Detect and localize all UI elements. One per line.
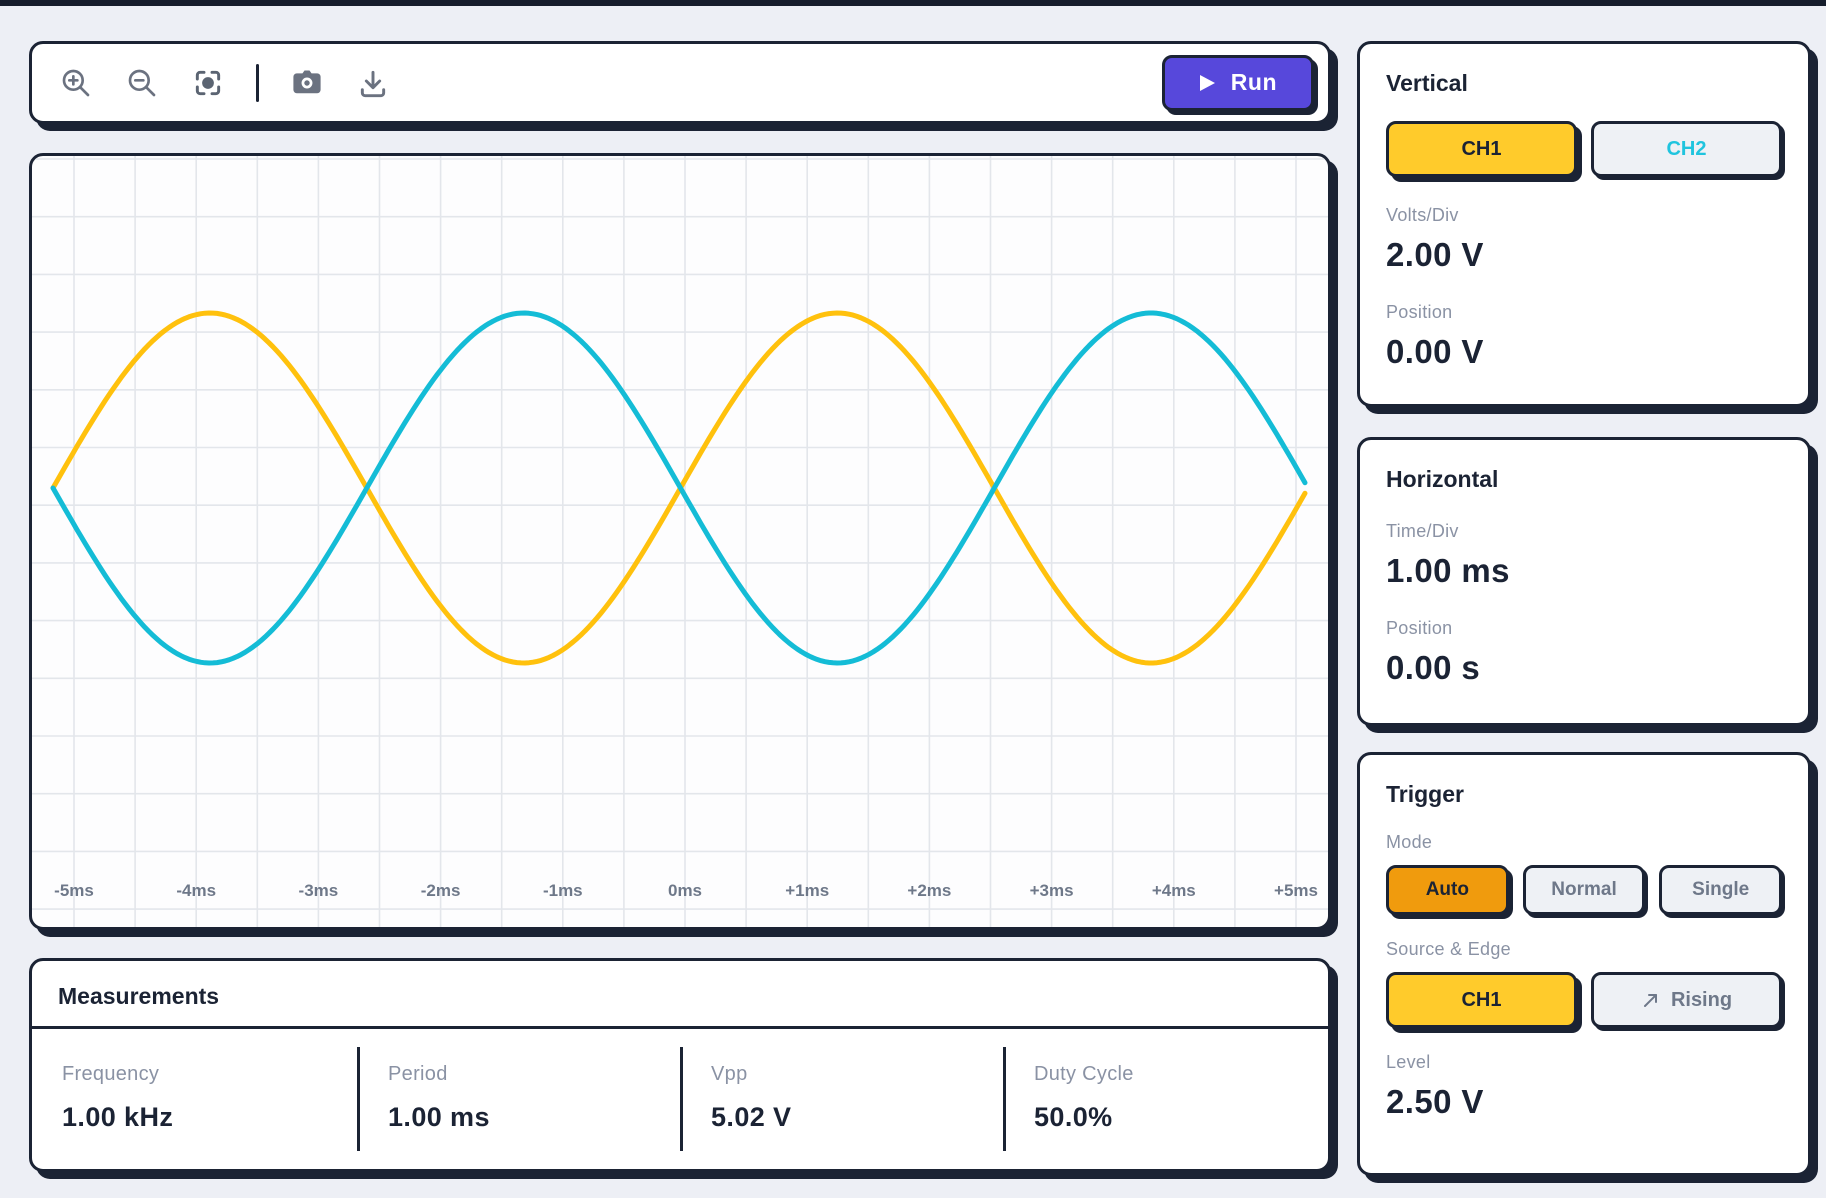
trigger-level-label: Level <box>1386 1052 1431 1072</box>
trigger-panel: Trigger Mode Auto Normal Single Source &… <box>1357 752 1811 1176</box>
x-tick-label: +5ms <box>1274 881 1318 900</box>
measurement-label: Period <box>388 1063 448 1085</box>
measurement-value: 50.0% <box>1034 1102 1113 1132</box>
measurement-value: 1.00 ms <box>388 1102 490 1132</box>
run-button[interactable]: Run <box>1161 54 1314 111</box>
trigger-source-ch1-button[interactable]: CH1 <box>1386 972 1577 1028</box>
horizontal-panel-title: Horizontal <box>1386 466 1499 492</box>
export-button[interactable] <box>355 65 391 101</box>
x-tick-label: +1ms <box>785 881 829 900</box>
trigger-mode-selector: Auto Normal Single <box>1386 865 1783 915</box>
measurements-grid: Frequency 1.00 kHz Period 1.00 ms Vpp 5.… <box>34 1029 1326 1169</box>
download-icon <box>360 70 386 97</box>
toolbar: Run <box>29 41 1331 124</box>
trigger-mode-auto-button[interactable]: Auto <box>1386 865 1509 915</box>
zoom-in-button[interactable] <box>58 65 94 101</box>
measurement-period: Period 1.00 ms <box>357 1047 680 1151</box>
vertical-position-value: 0.00 V <box>1386 333 1484 370</box>
measurement-value: 1.00 kHz <box>62 1102 174 1132</box>
x-tick-label: -1ms <box>543 881 583 900</box>
measurement-label: Frequency <box>62 1063 160 1085</box>
source-edge-label: Source & Edge <box>1386 939 1511 959</box>
x-tick-label: +3ms <box>1030 881 1074 900</box>
measurement-label: Duty Cycle <box>1034 1063 1134 1085</box>
trace-ch1 <box>50 310 1308 666</box>
measurement-value: 5.02 V <box>711 1102 792 1132</box>
vertical-panel-title: Vertical <box>1386 70 1468 96</box>
x-tick-label: +4ms <box>1152 881 1196 900</box>
zoom-out-icon <box>128 69 156 96</box>
volts-div-value: 2.00 V <box>1386 236 1484 273</box>
vertical-panel: Vertical CH1 CH2 Volts/Div 2.00 V Positi… <box>1357 41 1811 407</box>
controls-column: Vertical CH1 CH2 Volts/Div 2.00 V Positi… <box>1357 41 1811 1176</box>
scope-display: -5ms -4ms -3ms -2ms -1ms 0ms +1ms +2ms +3ms +4ms +… <box>29 153 1331 930</box>
horizontal-panel: Horizontal Time/Div 1.00 ms Position 0.0… <box>1357 437 1811 726</box>
run-button-label: Run <box>1230 69 1277 95</box>
camera-icon <box>293 70 321 93</box>
x-tick-label: -4ms <box>176 881 216 900</box>
source-edge-selector: CH1 Rising <box>1386 972 1782 1028</box>
play-icon <box>1199 74 1215 91</box>
x-tick-label: +2ms <box>907 881 951 900</box>
waveform-canvas: -5ms -4ms -3ms -2ms -1ms 0ms +1ms +2ms +3ms +4ms +… <box>32 156 1328 927</box>
x-tick-label: 0ms <box>668 881 702 900</box>
trigger-level-value: 2.50 V <box>1386 1083 1484 1120</box>
auto-fit-button[interactable] <box>190 65 226 101</box>
channel-ch2-button[interactable]: CH2 <box>1591 121 1782 177</box>
zoom-out-button[interactable] <box>124 65 160 101</box>
measurement-duty-cycle: Duty Cycle 50.0% <box>1003 1047 1326 1151</box>
channel-selector: CH1 CH2 <box>1386 121 1782 177</box>
measurement-label: Vpp <box>711 1063 748 1085</box>
zoom-in-icon <box>62 69 90 96</box>
x-tick-label: -2ms <box>421 881 461 900</box>
measurements-title: Measurements <box>32 961 1328 1029</box>
rising-edge-label: Rising <box>1670 988 1733 1011</box>
scope-grid <box>32 156 1328 927</box>
time-div-value: 1.00 ms <box>1386 552 1510 589</box>
main-column: Run -5ms -4ms -3ms -2ms -1ms 0ms +1ms +2ms +3ms +… <box>29 41 1331 1176</box>
volts-div-label: Volts/Div <box>1386 205 1459 225</box>
trigger-mode-label: Mode <box>1386 832 1433 852</box>
rising-edge-icon <box>1641 990 1661 1010</box>
horizontal-position-label: Position <box>1386 618 1453 638</box>
trigger-mode-normal-button[interactable]: Normal <box>1522 865 1646 915</box>
measurement-vpp: Vpp 5.02 V <box>680 1047 1003 1151</box>
trigger-edge-rising-button[interactable]: Rising <box>1591 972 1782 1028</box>
toolbar-divider <box>256 63 259 102</box>
channel-ch1-button[interactable]: CH1 <box>1386 121 1577 177</box>
time-div-label: Time/Div <box>1386 521 1459 541</box>
focus-center-icon <box>195 70 221 95</box>
x-tick-label: -3ms <box>299 881 339 900</box>
x-tick-label: -5ms <box>54 881 94 900</box>
top-accent-bar <box>0 0 1826 6</box>
screenshot-button[interactable] <box>289 65 325 101</box>
horizontal-position-value: 0.00 s <box>1386 649 1481 686</box>
trigger-panel-title: Trigger <box>1386 781 1464 807</box>
trace-ch2 <box>50 310 1308 666</box>
measurement-frequency: Frequency 1.00 kHz <box>34 1047 357 1151</box>
vertical-position-label: Position <box>1386 302 1453 322</box>
trigger-mode-single-button[interactable]: Single <box>1659 865 1783 915</box>
measurements-panel: Measurements Frequency 1.00 kHz Period 1… <box>29 958 1331 1172</box>
